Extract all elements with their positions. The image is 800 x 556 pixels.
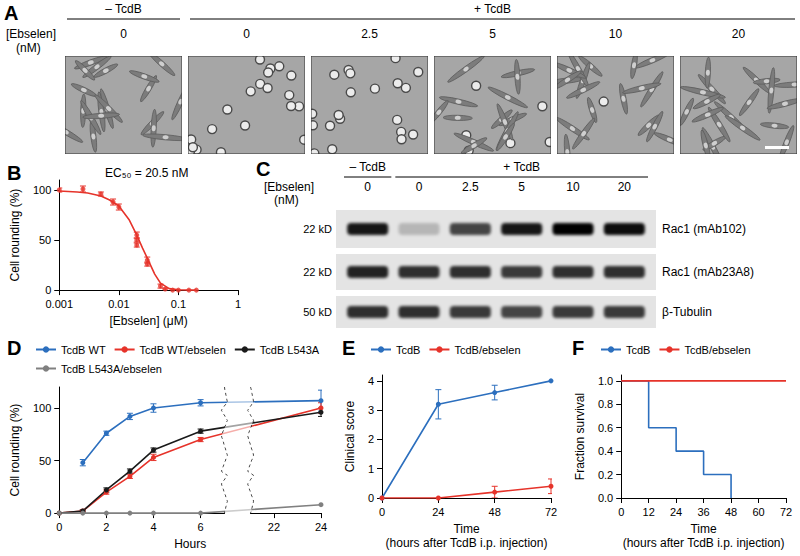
- svg-text:EC₅₀ = 20.5 nM: EC₅₀ = 20.5 nM: [105, 166, 189, 180]
- svg-text:Clinical score: Clinical score: [343, 400, 357, 472]
- svg-text:Rac1 (mAb23A8): Rac1 (mAb23A8): [662, 265, 754, 279]
- svg-text:72: 72: [780, 506, 792, 518]
- svg-text:20: 20: [618, 180, 632, 194]
- svg-text:2.5: 2.5: [361, 27, 378, 41]
- svg-text:20: 20: [732, 27, 746, 41]
- svg-text:2: 2: [103, 521, 109, 533]
- svg-text:24: 24: [315, 521, 327, 533]
- svg-text:0: 0: [618, 506, 624, 518]
- svg-text:0.4: 0.4: [598, 445, 613, 457]
- svg-text:D: D: [7, 337, 21, 359]
- svg-text:B: B: [7, 162, 21, 184]
- svg-text:TcdB: TcdB: [626, 344, 650, 356]
- svg-text:22 kD: 22 kD: [303, 223, 332, 235]
- svg-text:Cell rounding (%): Cell rounding (%): [8, 189, 22, 282]
- svg-text:0: 0: [120, 27, 127, 41]
- svg-text:2: 2: [368, 433, 374, 445]
- svg-text:– TcdB: – TcdB: [349, 160, 385, 174]
- svg-text:10: 10: [566, 180, 580, 194]
- svg-text:F: F: [572, 337, 584, 359]
- svg-text:5: 5: [518, 180, 525, 194]
- svg-text:0: 0: [243, 27, 250, 41]
- svg-text:36: 36: [697, 506, 709, 518]
- svg-text:2.5: 2.5: [462, 180, 479, 194]
- svg-text:6: 6: [198, 521, 204, 533]
- svg-text:50 kD: 50 kD: [303, 306, 332, 318]
- svg-text:– TcdB: – TcdB: [105, 2, 141, 16]
- svg-text:E: E: [342, 337, 355, 359]
- svg-text:+ TcdB: + TcdB: [503, 160, 540, 174]
- svg-text:+ TcdB: + TcdB: [474, 2, 511, 16]
- svg-text:0.01: 0.01: [108, 298, 129, 310]
- svg-text:22 kD: 22 kD: [303, 266, 332, 278]
- svg-text:50: 50: [39, 455, 51, 467]
- svg-text:1: 1: [235, 298, 241, 310]
- svg-text:0: 0: [416, 180, 423, 194]
- svg-text:0: 0: [379, 506, 385, 518]
- svg-text:Time: Time: [690, 522, 717, 536]
- svg-text:60: 60: [752, 506, 764, 518]
- svg-text:48: 48: [725, 506, 737, 518]
- svg-text:0: 0: [368, 492, 374, 504]
- svg-text:Fraction survival: Fraction survival: [573, 393, 587, 480]
- svg-text:0.2: 0.2: [598, 469, 613, 481]
- svg-text:10: 10: [609, 27, 623, 41]
- svg-text:[Ebselen]: [Ebselen]: [264, 180, 314, 194]
- svg-text:0.1: 0.1: [171, 298, 186, 310]
- svg-text:Rac1 (mAb102): Rac1 (mAb102): [662, 222, 746, 236]
- svg-text:22: 22: [268, 521, 280, 533]
- svg-text:Time: Time: [453, 522, 480, 536]
- svg-text:TcdB/ebselen: TcdB/ebselen: [684, 344, 750, 356]
- svg-text:TcdB WT/ebselen: TcdB WT/ebselen: [140, 344, 226, 356]
- svg-text:24: 24: [670, 506, 682, 518]
- svg-text:(hours after TcdB i.p. injecti: (hours after TcdB i.p. injection): [623, 536, 785, 550]
- svg-text:0: 0: [45, 507, 51, 519]
- svg-text:0.6: 0.6: [598, 422, 613, 434]
- svg-text:0.8: 0.8: [598, 398, 613, 410]
- svg-text:TcdB: TcdB: [396, 344, 420, 356]
- svg-text:24: 24: [432, 506, 444, 518]
- svg-text:1.0: 1.0: [598, 375, 613, 387]
- svg-text:TcdB WT: TcdB WT: [61, 344, 106, 356]
- svg-text:Hours: Hours: [174, 537, 206, 551]
- svg-text:[Ebselen] (μM): [Ebselen] (μM): [109, 314, 187, 328]
- svg-text:50: 50: [39, 234, 51, 246]
- svg-text:72: 72: [545, 506, 557, 518]
- svg-text:C: C: [256, 158, 270, 180]
- svg-text:1: 1: [368, 463, 374, 475]
- svg-text:4: 4: [150, 521, 156, 533]
- svg-text:0: 0: [45, 284, 51, 296]
- svg-text:100: 100: [33, 184, 51, 196]
- svg-text:3: 3: [368, 404, 374, 416]
- svg-text:(nM): (nM): [274, 193, 299, 207]
- svg-text:48: 48: [489, 506, 501, 518]
- svg-text:TcdB L543A/ebselen: TcdB L543A/ebselen: [61, 363, 162, 375]
- svg-text:0: 0: [56, 521, 62, 533]
- svg-text:A: A: [4, 2, 18, 24]
- svg-text:TcdB/ebselen: TcdB/ebselen: [454, 344, 520, 356]
- svg-text:β-Tubulin: β-Tubulin: [662, 305, 712, 319]
- svg-text:TcdB L543A: TcdB L543A: [260, 344, 320, 356]
- svg-text:100: 100: [33, 402, 51, 414]
- svg-text:0.0: 0.0: [598, 492, 613, 504]
- svg-text:5: 5: [489, 27, 496, 41]
- svg-text:(nM): (nM): [16, 41, 41, 55]
- svg-text:Cell rounding (%): Cell rounding (%): [8, 404, 22, 497]
- svg-text:(hours after TcdB i.p. injecti: (hours after TcdB i.p. injection): [386, 536, 548, 550]
- svg-text:12: 12: [643, 506, 655, 518]
- svg-text:[Ebselen]: [Ebselen]: [6, 27, 56, 41]
- svg-text:4: 4: [368, 375, 374, 387]
- svg-text:0: 0: [364, 180, 371, 194]
- svg-text:0.001: 0.001: [45, 298, 73, 310]
